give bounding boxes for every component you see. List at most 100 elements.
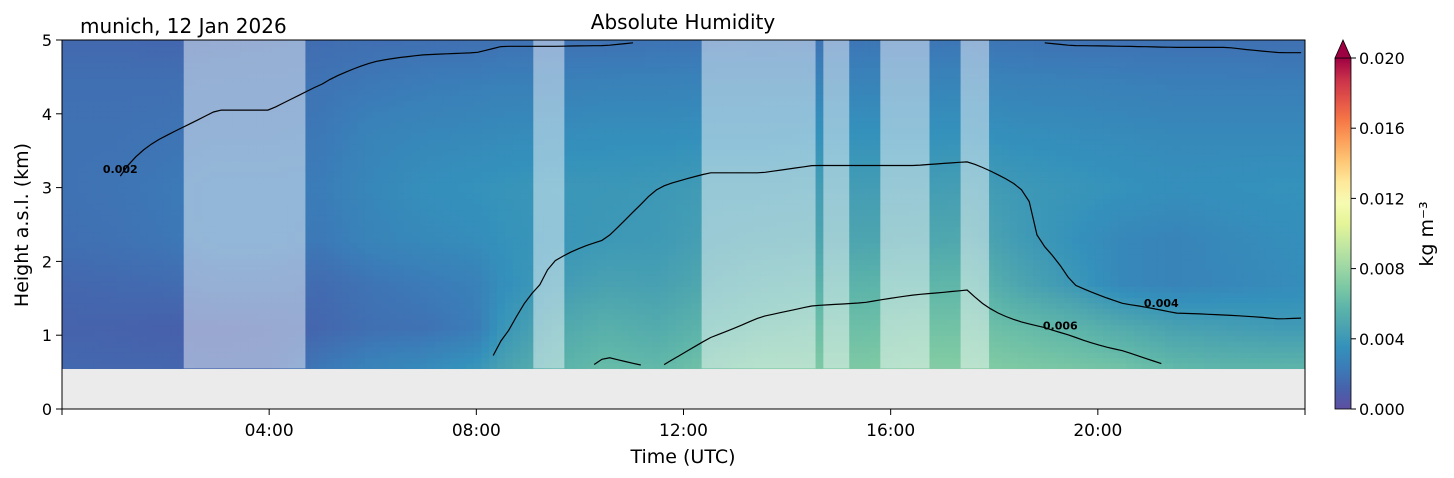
humidity-cell [473, 204, 483, 211]
humidity-cell [256, 94, 265, 101]
humidity-cell [333, 187, 343, 194]
humidity-cell [131, 231, 141, 238]
humidity-cell [629, 94, 638, 101]
humidity-cell [248, 50, 257, 58]
humidity-cell [699, 346, 708, 353]
humidity-cell [427, 215, 436, 222]
humidity-cell [62, 275, 71, 282]
humidity-cell [667, 182, 677, 189]
humidity-cell [201, 357, 211, 364]
humidity-cell [341, 275, 351, 282]
humidity-cell [427, 253, 436, 260]
humidity-cell [326, 144, 335, 151]
humidity-cell [302, 297, 312, 304]
humidity-cell [434, 264, 444, 271]
humidity-cell [660, 78, 669, 85]
humidity-cell [388, 346, 397, 353]
humidity-cell [93, 264, 102, 271]
humidity-cell [691, 346, 700, 353]
humidity-cell [85, 264, 94, 271]
humidity-cell [240, 226, 250, 233]
humidity-cell [256, 351, 265, 359]
humidity-cell [186, 56, 195, 63]
humidity-cell [232, 83, 242, 90]
humidity-cell [194, 122, 203, 129]
humidity-cell [481, 231, 490, 238]
humidity-cell [326, 302, 335, 309]
humidity-cell [543, 297, 553, 304]
humidity-cell [613, 264, 622, 271]
humidity-cell [497, 67, 506, 74]
humidity-cell [434, 324, 444, 331]
humidity-cell [481, 220, 490, 227]
humidity-cell [535, 187, 545, 194]
humidity-cell [232, 242, 242, 249]
humidity-cell [93, 335, 102, 342]
humidity-cell [652, 165, 661, 172]
humidity-cell [62, 45, 71, 52]
humidity-cell [473, 209, 483, 216]
humidity-cell [489, 319, 498, 326]
humidity-cell [225, 111, 234, 118]
humidity-cell [318, 264, 327, 271]
humidity-cell [357, 133, 366, 140]
humidity-cell [652, 275, 661, 282]
humidity-cell [582, 209, 591, 216]
humidity-cell [155, 105, 164, 112]
humidity-cell [357, 297, 366, 304]
humidity-cell [427, 89, 436, 96]
humidity-cell [364, 56, 374, 63]
humidity-cell [699, 72, 708, 79]
humidity-cell [675, 122, 685, 129]
humidity-cell [582, 165, 591, 172]
humidity-cell [388, 40, 397, 47]
humidity-cell [93, 362, 102, 370]
humidity-cell [543, 116, 553, 123]
humidity-cell [683, 313, 692, 320]
humidity-cell [349, 61, 358, 68]
humidity-cell [450, 144, 459, 151]
humidity-cell [427, 56, 436, 63]
humidity-cell [93, 313, 102, 320]
humidity-cell [442, 78, 452, 85]
humidity-cell [621, 357, 630, 364]
humidity-cell [675, 187, 685, 194]
humidity-cell [232, 89, 242, 96]
humidity-cell [295, 220, 304, 227]
humidity-cell [497, 204, 506, 211]
humidity-cell [209, 351, 218, 359]
humidity-cell [675, 89, 685, 96]
humidity-cell [372, 324, 382, 331]
humidity-cell [396, 258, 405, 266]
humidity-cell [279, 286, 288, 293]
humidity-cell [326, 264, 335, 271]
humidity-cell [271, 50, 281, 58]
humidity-cell [248, 182, 257, 189]
humidity-cell [232, 105, 242, 112]
humidity-cell [535, 198, 545, 205]
humidity-cell [442, 40, 452, 47]
humidity-cell [528, 127, 537, 134]
humidity-cell [217, 237, 226, 244]
humidity-cell [636, 176, 646, 183]
humidity-cell [186, 226, 195, 233]
humidity-cell [341, 127, 351, 134]
humidity-cell [605, 302, 615, 309]
humidity-cell [411, 67, 420, 74]
humidity-cell [660, 45, 669, 52]
humidity-cell [333, 362, 343, 370]
humidity-cell [621, 72, 630, 79]
humidity-cell [660, 144, 669, 151]
humidity-cell [434, 83, 444, 90]
humidity-cell [512, 100, 521, 107]
humidity-cell [512, 83, 521, 90]
humidity-cell [512, 45, 521, 52]
humidity-cell [349, 226, 358, 233]
humidity-cell [629, 171, 638, 178]
humidity-cell [636, 83, 646, 90]
humidity-cell [489, 297, 498, 304]
humidity-cell [341, 50, 351, 58]
humidity-cell [108, 302, 117, 309]
humidity-cell [155, 297, 164, 304]
humidity-cell [543, 308, 553, 315]
